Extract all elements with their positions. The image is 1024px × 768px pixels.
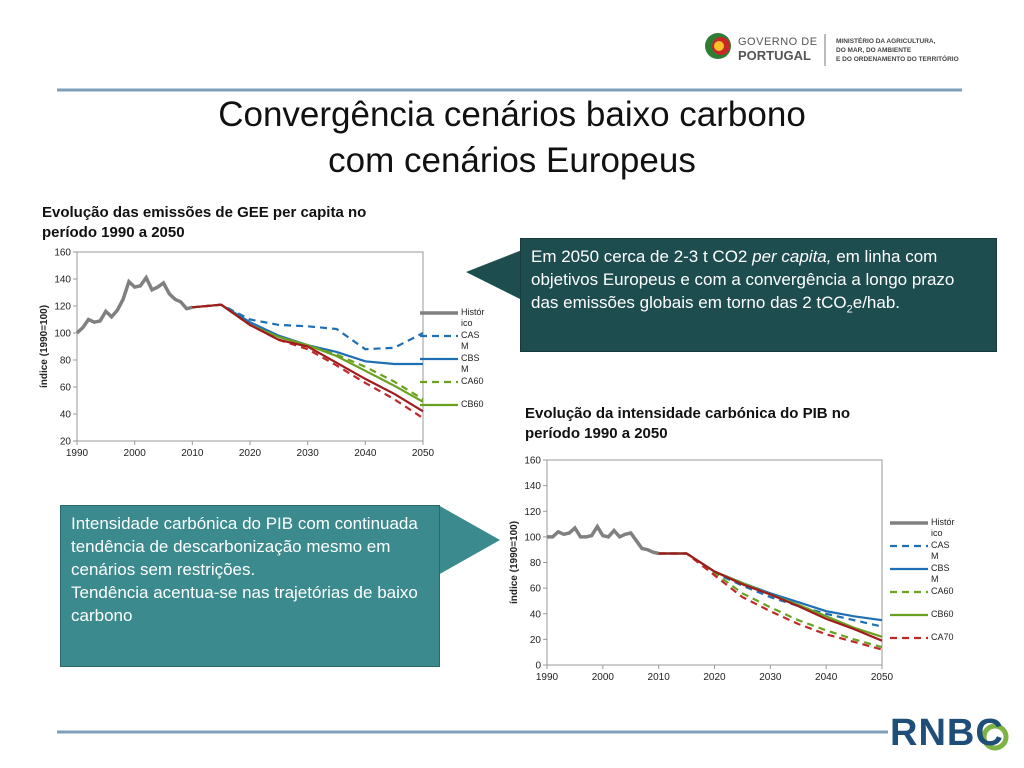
- callout: Intensidade carbónica do PIB com continu…: [60, 505, 440, 667]
- series-line: [192, 303, 423, 366]
- y-tick-label: 140: [54, 275, 71, 286]
- legend-label: CA60: [931, 586, 954, 596]
- callout: Em 2050 cerca de 2-3 t CO2 per capita, e…: [520, 238, 997, 352]
- y-tick-label: 40: [530, 609, 542, 620]
- logo-text: PORTUGAL: [738, 48, 811, 63]
- legend-item: CASM: [931, 540, 950, 561]
- legend-item: CBSM: [461, 353, 480, 374]
- series-line: [75, 274, 193, 335]
- legend-label: CB60: [931, 609, 954, 619]
- legend-item: CA60: [931, 586, 954, 596]
- callout-text: em linha com objetivos Europeus e com a …: [531, 247, 955, 312]
- legend-item: Histórico: [931, 517, 955, 538]
- ministry-line: E DO ORDENAMENTO DO TERRITÓRIO: [836, 56, 959, 63]
- y-tick-label: 160: [54, 248, 71, 259]
- title-line: com cenários Europeus: [328, 141, 696, 180]
- legend-item: CA60: [461, 376, 484, 386]
- y-tick-label: 20: [60, 437, 72, 448]
- ministry-line: DO MAR, DO AMBIENTE: [836, 47, 912, 54]
- series-line: [192, 303, 424, 403]
- series-line: [658, 552, 883, 651]
- legend-label: CBSM: [931, 563, 950, 584]
- callout-text: 2: [846, 303, 853, 316]
- series-line: [658, 552, 883, 649]
- chart-title: Evolução das emissões de GEE per capita …: [42, 204, 367, 241]
- ministry-line: MINISTÉRIO DA AGRICULTURA,: [836, 38, 936, 45]
- series-line: [192, 303, 424, 413]
- y-tick-label: 20: [530, 635, 542, 646]
- chart-title: Evolução da intensidade carbónica do PIB…: [525, 405, 851, 442]
- y-tick-label: 80: [530, 558, 542, 569]
- legend-label: CASM: [461, 330, 480, 351]
- y-tick-label: 80: [60, 356, 72, 367]
- legend-label: Histórico: [461, 307, 485, 328]
- x-tick-label: 1990: [536, 672, 559, 683]
- legend-item: CASM: [461, 330, 480, 351]
- x-tick-label: 2040: [815, 672, 838, 683]
- x-tick-label: 2030: [759, 672, 782, 683]
- series-line: [192, 303, 424, 351]
- emblem-center: [714, 41, 724, 51]
- slide-title: Convergência cenários baixo carbono com …: [0, 92, 1024, 184]
- y-tick-label: 160: [524, 456, 541, 467]
- y-tick-label: 0: [535, 661, 541, 672]
- legend-item: CBSM: [931, 563, 950, 584]
- series-line: [658, 552, 883, 622]
- x-tick-label: 2010: [181, 448, 204, 459]
- title-line: Convergência cenários baixo carbono: [218, 95, 806, 134]
- callout-text: Intensidade carbónica do PIB com continu…: [71, 514, 418, 579]
- y-tick-label: 100: [524, 532, 541, 543]
- callout-pointer: [466, 250, 522, 300]
- legend-label: CB60: [461, 399, 484, 409]
- x-tick-label: 2000: [592, 672, 615, 683]
- callout-text: Tendência acentua-se nas trajetórias de …: [71, 583, 418, 625]
- y-tick-label: 120: [524, 507, 541, 518]
- x-tick-label: 1990: [66, 448, 89, 459]
- y-tick-label: 60: [530, 584, 542, 595]
- plot-area: [546, 459, 883, 666]
- y-tick-label: 60: [60, 383, 72, 394]
- legend-label: Histórico: [931, 517, 955, 538]
- y-tick-label: 120: [54, 302, 71, 313]
- legend-item: CB60: [931, 609, 954, 619]
- x-tick-label: 2040: [354, 448, 377, 459]
- x-tick-label: 2020: [703, 672, 726, 683]
- x-tick-label: 2000: [124, 448, 147, 459]
- callout-pointer: [438, 505, 500, 575]
- logo-text: GOVERNO DE: [738, 36, 818, 48]
- series-line: [658, 552, 883, 642]
- series-line: [547, 523, 660, 556]
- callout-text: per capita,: [752, 247, 832, 266]
- series-line: [192, 303, 424, 401]
- x-tick-label: 2010: [648, 672, 671, 683]
- ministry: MINISTÉRIO DA AGRICULTURA, DO MAR, DO AM…: [836, 37, 959, 64]
- y-tick-label: 100: [54, 329, 71, 340]
- legend-item: Histórico: [461, 307, 485, 328]
- legend-label: CASM: [931, 540, 950, 561]
- x-tick-label: 2050: [871, 672, 894, 683]
- legend-label: CBSM: [461, 353, 480, 374]
- callout-text: e/hab.: [852, 293, 900, 312]
- y-axis-label: índice (1990=100): [39, 305, 50, 388]
- legend-item: CB60: [461, 399, 484, 409]
- x-tick-label: 2030: [297, 448, 320, 459]
- x-tick-label: 2020: [239, 448, 262, 459]
- y-axis-label: índice (1990=100): [509, 521, 520, 604]
- legend-label: CA60: [461, 376, 484, 386]
- series-line: [192, 303, 424, 420]
- footer-logo: RNBC: [890, 712, 1004, 754]
- callout-text: Em 2050 cerca de 2-3 t CO2: [531, 247, 753, 266]
- y-tick-label: 140: [524, 481, 541, 492]
- legend-item: CA70: [931, 632, 954, 642]
- legend-label: CA70: [931, 632, 954, 642]
- x-tick-label: 2050: [412, 448, 435, 459]
- logo-ring: [981, 723, 1009, 751]
- y-tick-label: 40: [60, 410, 72, 421]
